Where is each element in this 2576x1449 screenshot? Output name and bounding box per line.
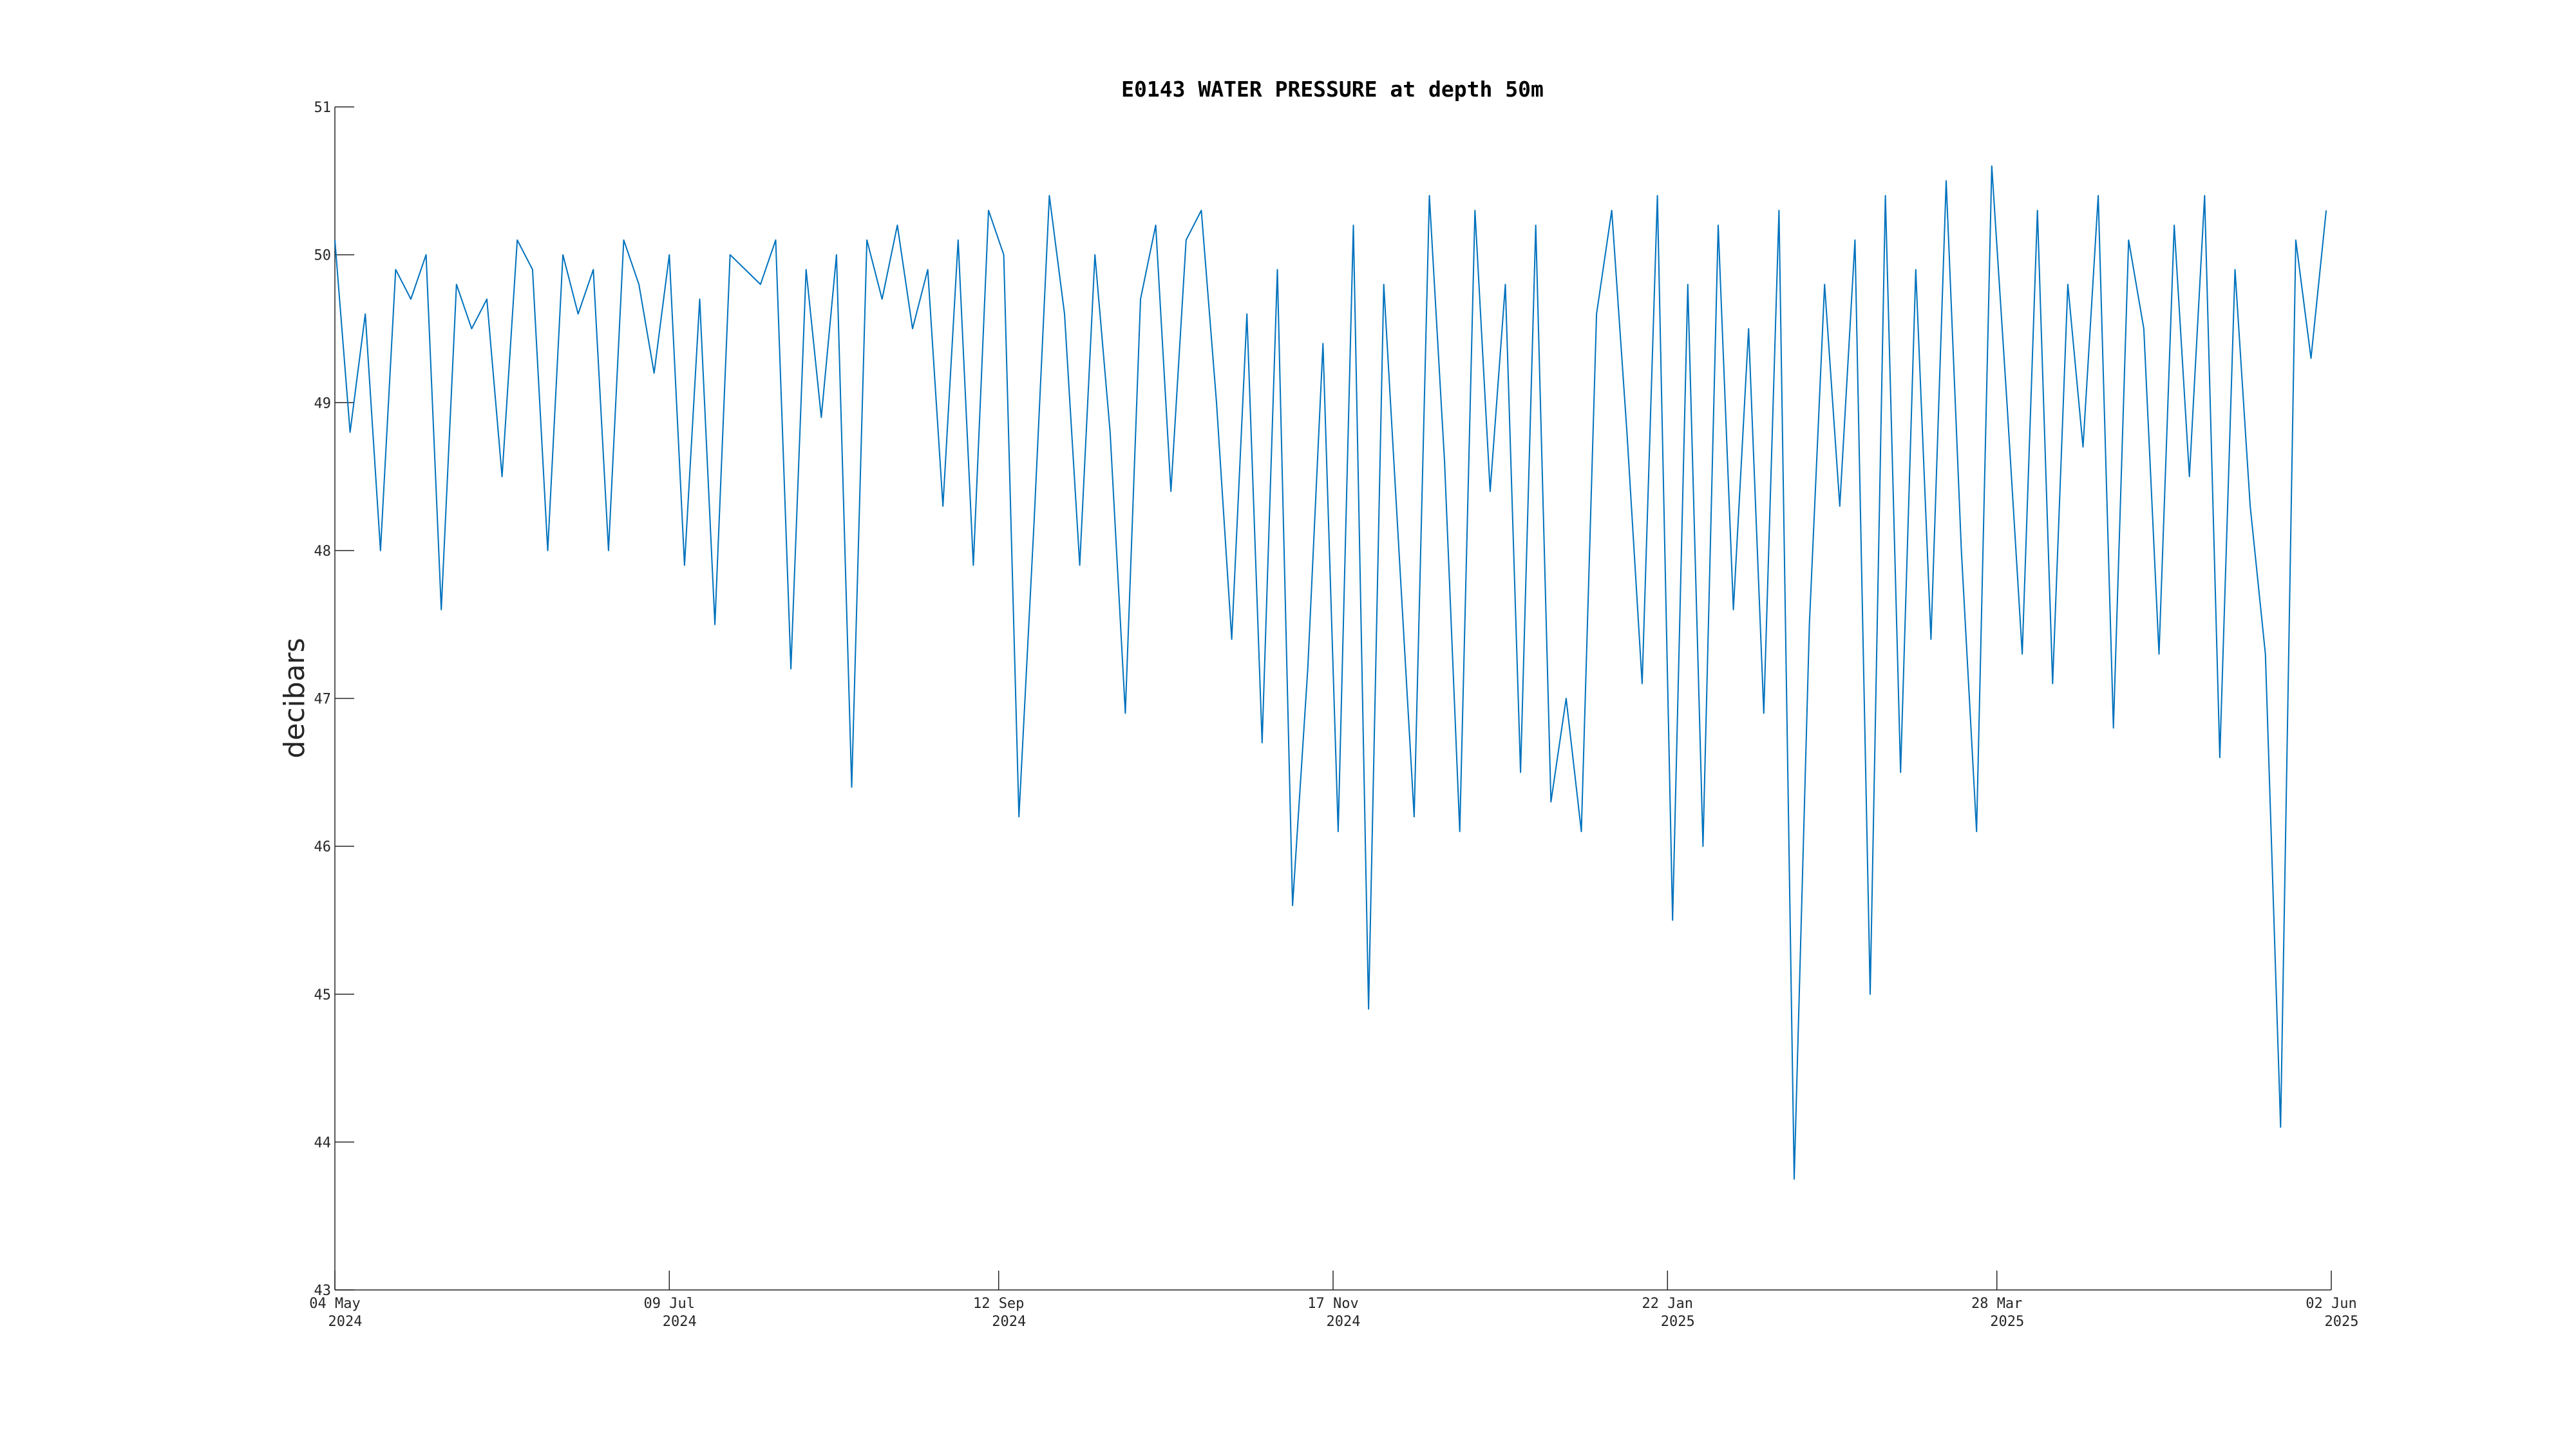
x-tick-year: 2024 [663,1314,697,1330]
x-tick-label: 28 Mar [1971,1296,2022,1312]
x-tick-year: 2025 [2325,1314,2359,1330]
x-tick-year: 2025 [1990,1314,2024,1330]
y-tick-label: 47 [314,692,332,708]
x-tick-label: 04 May [309,1296,360,1312]
x-tick-year: 2024 [1327,1314,1361,1330]
x-tick-year: 2024 [328,1314,363,1330]
x-tick-label: 09 Jul [644,1296,695,1312]
x-tick-year: 2024 [992,1314,1026,1330]
x-tick-label: 02 Jun [2306,1296,2356,1312]
x-tick-label: 12 Sep [973,1296,1024,1312]
y-tick-label: 51 [314,100,332,116]
x-tick-label: 22 Jan [1642,1296,1693,1312]
data-line [334,165,2327,1180]
y-tick-label: 50 [314,248,332,264]
y-tick-label: 48 [314,544,332,560]
y-tick-label: 44 [314,1135,332,1151]
y-tick-label: 46 [314,839,332,855]
y-tick-label: 43 [314,1283,332,1299]
chart-title: E0143 WATER PRESSURE at depth 50m [1121,77,1544,102]
y-tick-label: 45 [314,987,332,1003]
y-axis-label: decibars [278,638,311,758]
x-tick-label: 17 Nov [1307,1296,1358,1312]
x-tick-year: 2025 [1661,1314,1695,1330]
y-tick-label: 49 [314,395,332,412]
